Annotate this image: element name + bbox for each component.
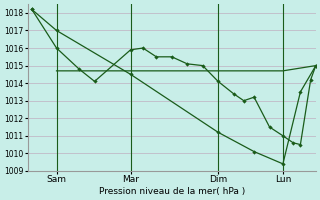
X-axis label: Pression niveau de la mer( hPa ): Pression niveau de la mer( hPa )	[99, 187, 245, 196]
